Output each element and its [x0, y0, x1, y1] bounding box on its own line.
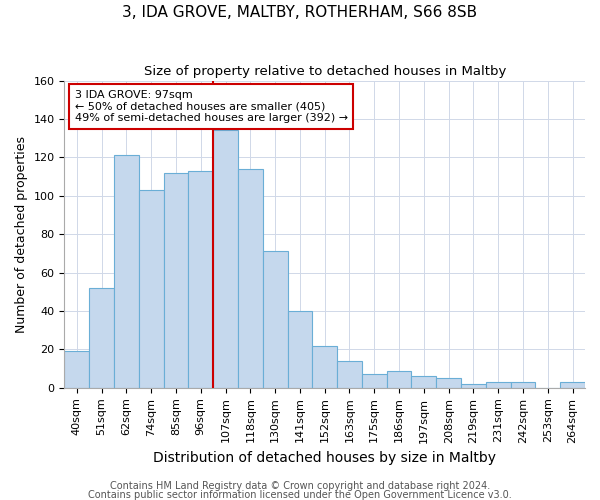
Bar [89, 288, 114, 388]
Bar [238, 169, 263, 388]
Bar [188, 171, 213, 388]
Bar [486, 382, 511, 388]
Bar [164, 172, 188, 388]
Bar [64, 352, 89, 388]
Title: Size of property relative to detached houses in Maltby: Size of property relative to detached ho… [143, 65, 506, 78]
Bar [560, 382, 585, 388]
Bar [114, 156, 139, 388]
Bar [362, 374, 386, 388]
Text: Contains HM Land Registry data © Crown copyright and database right 2024.: Contains HM Land Registry data © Crown c… [110, 481, 490, 491]
Text: Contains public sector information licensed under the Open Government Licence v3: Contains public sector information licen… [88, 490, 512, 500]
Text: 3, IDA GROVE, MALTBY, ROTHERHAM, S66 8SB: 3, IDA GROVE, MALTBY, ROTHERHAM, S66 8SB [122, 5, 478, 20]
Bar [263, 252, 287, 388]
Bar [337, 361, 362, 388]
Text: 3 IDA GROVE: 97sqm
← 50% of detached houses are smaller (405)
49% of semi-detach: 3 IDA GROVE: 97sqm ← 50% of detached hou… [75, 90, 348, 123]
Bar [287, 311, 313, 388]
Bar [386, 370, 412, 388]
Bar [213, 130, 238, 388]
Bar [511, 382, 535, 388]
Bar [461, 384, 486, 388]
Bar [436, 378, 461, 388]
X-axis label: Distribution of detached houses by size in Maltby: Distribution of detached houses by size … [153, 451, 496, 465]
Bar [139, 190, 164, 388]
Bar [313, 346, 337, 388]
Y-axis label: Number of detached properties: Number of detached properties [15, 136, 28, 332]
Bar [412, 376, 436, 388]
